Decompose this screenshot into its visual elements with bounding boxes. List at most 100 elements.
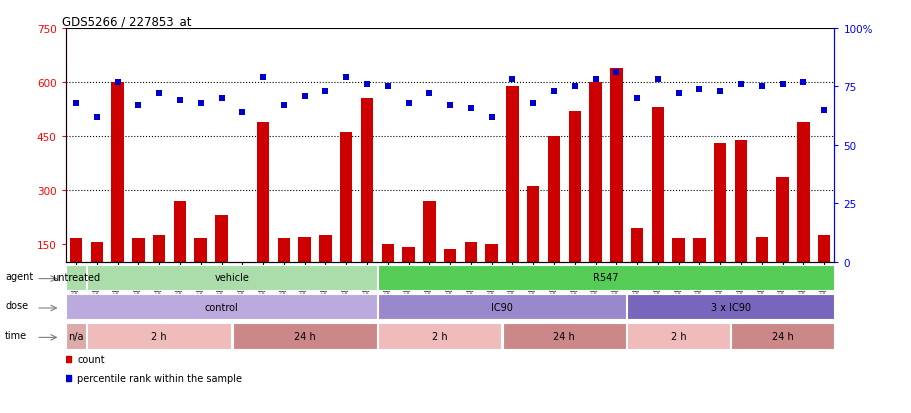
Bar: [548, 137, 559, 298]
Point: [795, 79, 810, 86]
Point: [380, 84, 394, 90]
Bar: [713, 144, 726, 298]
Point: [276, 102, 291, 109]
Text: untreated: untreated: [52, 273, 100, 282]
Bar: [589, 83, 601, 298]
Bar: [277, 239, 290, 298]
Point: [68, 100, 83, 107]
Bar: [464, 242, 476, 298]
Bar: [87, 265, 376, 290]
Point: [546, 89, 560, 95]
Point: [310, 112, 324, 119]
Bar: [377, 265, 833, 290]
Bar: [377, 323, 501, 349]
Bar: [377, 294, 625, 320]
Bar: [734, 140, 746, 298]
Bar: [70, 239, 82, 298]
Point: [712, 89, 727, 95]
Point: [670, 91, 685, 97]
Point: [255, 75, 270, 81]
Text: dose: dose: [5, 301, 28, 311]
Point: [214, 95, 229, 102]
Bar: [444, 250, 456, 298]
Bar: [87, 323, 231, 349]
Bar: [236, 262, 248, 298]
Text: count: count: [77, 354, 105, 365]
Point: [691, 86, 706, 93]
Bar: [609, 69, 622, 298]
Text: n/a: n/a: [68, 331, 84, 341]
Point: [318, 89, 333, 95]
Point: [463, 105, 477, 112]
Point: [152, 91, 167, 97]
Point: [650, 77, 664, 83]
Text: 2 h: 2 h: [432, 331, 447, 341]
Bar: [423, 201, 435, 298]
Point: [401, 100, 415, 107]
Text: 2 h: 2 h: [151, 331, 167, 341]
Point: [526, 100, 540, 107]
Text: time: time: [5, 330, 27, 340]
Bar: [194, 239, 207, 298]
Point: [359, 82, 374, 88]
Bar: [402, 248, 415, 298]
Bar: [319, 235, 332, 298]
Bar: [630, 228, 642, 298]
Point: [588, 77, 602, 83]
Bar: [215, 216, 228, 298]
Bar: [232, 323, 376, 349]
Bar: [527, 187, 538, 298]
Point: [567, 84, 581, 90]
Point: [110, 79, 125, 86]
Point: [753, 84, 768, 90]
Point: [443, 102, 456, 109]
Bar: [817, 235, 829, 298]
Text: 24 h: 24 h: [553, 331, 575, 341]
Bar: [132, 239, 145, 298]
Bar: [67, 294, 376, 320]
Point: [131, 102, 146, 109]
Bar: [340, 133, 352, 298]
Text: 24 h: 24 h: [293, 331, 315, 341]
Bar: [257, 122, 269, 298]
Point: [774, 82, 789, 88]
Bar: [506, 86, 518, 298]
Bar: [361, 99, 373, 298]
Text: control: control: [204, 302, 238, 312]
Text: 2 h: 2 h: [670, 331, 686, 341]
Point: [505, 77, 519, 83]
Bar: [67, 265, 86, 290]
Text: agent: agent: [5, 271, 34, 281]
Bar: [173, 201, 186, 298]
Bar: [651, 108, 663, 298]
Text: vehicle: vehicle: [214, 273, 249, 282]
Text: R547: R547: [592, 273, 618, 282]
Point: [297, 93, 312, 100]
Bar: [731, 323, 833, 349]
Text: 3 x IC90: 3 x IC90: [710, 302, 750, 312]
Point: [816, 107, 831, 114]
Bar: [796, 122, 809, 298]
Bar: [671, 239, 684, 298]
Bar: [111, 83, 124, 298]
Point: [339, 75, 353, 81]
Text: GDS5266 / 227853_at: GDS5266 / 227853_at: [62, 15, 191, 28]
Bar: [153, 235, 165, 298]
Point: [630, 95, 644, 102]
Point: [609, 70, 623, 76]
Bar: [502, 323, 625, 349]
Bar: [754, 237, 767, 298]
Text: IC90: IC90: [490, 302, 512, 312]
Point: [484, 114, 498, 121]
Bar: [775, 178, 788, 298]
Bar: [381, 244, 394, 298]
Point: [732, 82, 747, 88]
Point: [310, 281, 324, 287]
Point: [193, 100, 208, 107]
Bar: [627, 294, 833, 320]
Bar: [67, 323, 86, 349]
Point: [89, 114, 104, 121]
Bar: [627, 323, 729, 349]
Point: [235, 109, 250, 116]
Bar: [568, 112, 580, 298]
